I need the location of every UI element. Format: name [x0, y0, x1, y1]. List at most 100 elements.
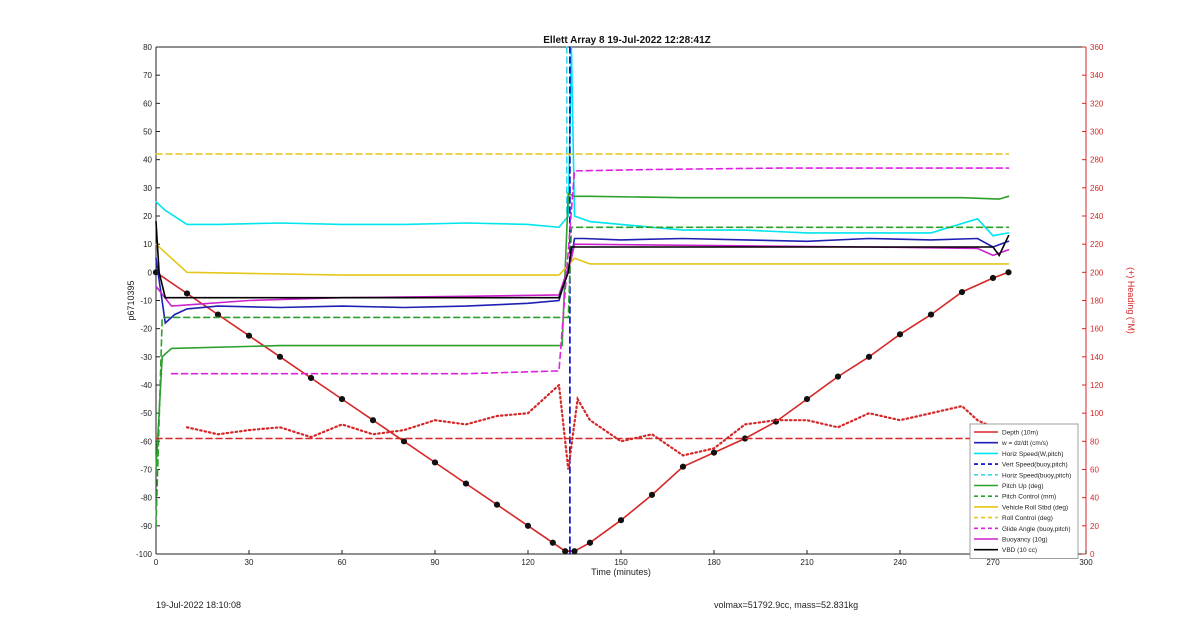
- legend-label: Vehicle Roll Stbd (deg): [1002, 504, 1068, 511]
- y-left-tick-label: 0: [148, 268, 153, 277]
- y-right-tick-label: 100: [1090, 409, 1104, 418]
- depth-marker: [431, 459, 439, 466]
- y-left-tick-label: -80: [140, 494, 152, 503]
- x-tick-label: 150: [614, 558, 628, 567]
- y-left-axis-label: p6710395: [126, 280, 136, 320]
- legend: Depth (10m) w = dz/dt (cm/s) Horiz Speed(W…: [969, 423, 1079, 559]
- y-left-tick-label: 50: [143, 128, 152, 137]
- x-tick-label: 180: [707, 558, 721, 567]
- depth-marker: [989, 274, 997, 282]
- y-left-tick-label: -60: [140, 437, 152, 446]
- footer-timestamp: 19-Jul-2022 18:10:08: [156, 600, 242, 610]
- x-tick-label: 210: [800, 558, 814, 567]
- depth-marker: [803, 395, 811, 403]
- series-pitch-up-deg: [155, 192, 1010, 471]
- y-left-tick-label: 80: [143, 43, 152, 52]
- legend-label: Roll Control (deg): [1002, 515, 1053, 522]
- x-tick-label: 120: [521, 558, 535, 567]
- x-tick-label: 60: [338, 558, 347, 567]
- depth-marker: [214, 311, 222, 318]
- y-right-tick-label: 0: [1090, 550, 1095, 559]
- y-left-tick-label: -30: [140, 353, 152, 362]
- y-right-tick-label: 280: [1090, 156, 1104, 165]
- y-right-tick-label: 160: [1090, 325, 1104, 334]
- series-glide-angle-buoy-pitch: [170, 167, 1010, 375]
- footer-mass-info: volmax=51792.9cc, mass=52.831kg: [714, 600, 859, 610]
- legend-label: Vert Speed(buoy,pitch): [1002, 462, 1068, 469]
- y-right-tick-label: 200: [1090, 268, 1104, 277]
- x-axis-label: Time (minutes): [591, 567, 651, 577]
- depth-marker: [865, 353, 873, 360]
- y-right-tick-label: 60: [1090, 466, 1099, 475]
- series-pitch-control-mm: [155, 226, 1010, 527]
- y-right-tick-label: 240: [1090, 212, 1104, 221]
- depth-marker: [927, 311, 935, 318]
- legend-label: Pitch Control (mm): [1002, 494, 1056, 501]
- legend-label: Glide Angle (buoy,pitch): [1002, 526, 1071, 533]
- y-right-tick-label: 140: [1090, 353, 1104, 362]
- y-right-axis-label: (+) Heading (°M): [1126, 267, 1136, 334]
- depth-marker: [617, 517, 625, 524]
- legend-label: Buoyancy (10g): [1002, 537, 1048, 544]
- depth-marker: [524, 522, 532, 529]
- x-tick-label: 240: [893, 558, 907, 567]
- series-layer: [152, 46, 1012, 555]
- legend-label: VBD (10 cc): [1002, 547, 1037, 554]
- depth-marker: [549, 539, 556, 546]
- x-tick-label: 270: [986, 558, 1000, 567]
- depth-marker: [400, 438, 408, 445]
- series-w-dz-dt-cm-s: [155, 237, 1010, 325]
- y-left-tick-label: -90: [140, 522, 152, 531]
- depth-marker: [586, 539, 594, 546]
- y-left-tick-label: -50: [140, 409, 152, 418]
- y-right-tick-label: 180: [1090, 297, 1104, 306]
- y-right-tick-label: 120: [1090, 381, 1104, 390]
- y-left-tick-label: 20: [143, 212, 152, 221]
- x-tick-label: 90: [431, 558, 440, 567]
- y-right-tick-label: 220: [1090, 240, 1104, 249]
- legend-label: Depth (10m): [1002, 430, 1038, 437]
- y-left-tick-label: 70: [143, 71, 152, 80]
- y-right-tick-label: 320: [1090, 99, 1104, 108]
- x-tick-label: 300: [1079, 558, 1093, 567]
- y-right-tick-label: 20: [1090, 522, 1099, 531]
- depth-marker: [834, 373, 842, 380]
- depth-marker: [1005, 269, 1012, 276]
- series-buoyancy-10g: [155, 243, 1010, 307]
- series-depth-10m: [155, 271, 1010, 553]
- depth-marker: [369, 417, 377, 424]
- series-vehicle-roll-stbd-deg: [155, 243, 1010, 276]
- x-tick-label: 30: [245, 558, 254, 567]
- depth-marker: [307, 374, 315, 382]
- y-right-tick-label: 340: [1090, 71, 1104, 80]
- legend-label: Pitch Up (deg): [1002, 483, 1044, 490]
- y-right-tick-label: 80: [1090, 437, 1099, 446]
- depth-marker: [562, 548, 569, 555]
- series-horiz-speed-w-pitch: [155, 46, 1010, 237]
- depth-marker: [462, 480, 470, 487]
- depth-marker: [183, 290, 191, 297]
- y-left-tick-label: -100: [136, 550, 153, 559]
- y-left-tick-label: 30: [143, 184, 152, 193]
- depth-marker: [276, 353, 284, 360]
- depth-marker: [648, 491, 656, 498]
- depth-marker: [245, 332, 253, 339]
- chart-title: Ellett Array 8 19-Jul-2022 12:28:41Z: [543, 35, 711, 46]
- depth-marker: [493, 501, 501, 508]
- depth-marker: [710, 449, 718, 456]
- series-heading-deg: [185, 382, 995, 470]
- legend-label: Horiz Speed(buoy,pitch): [1002, 472, 1071, 479]
- depth-marker: [896, 331, 904, 338]
- y-left-tick-label: -70: [140, 466, 152, 475]
- y-right-tick-label: 40: [1090, 494, 1099, 503]
- y-right-tick-label: 360: [1090, 43, 1104, 52]
- x-tick-label: 0: [154, 558, 159, 567]
- legend-label: w = dz/dt (cm/s): [1001, 440, 1048, 447]
- y-left-tick-label: 60: [143, 99, 152, 108]
- y-left-tick-label: -40: [140, 381, 152, 390]
- depth-marker: [571, 548, 578, 555]
- legend-box: [969, 423, 1079, 559]
- legend-label: Horiz Speed(W,pitch): [1002, 451, 1063, 458]
- depth-marker: [958, 288, 966, 296]
